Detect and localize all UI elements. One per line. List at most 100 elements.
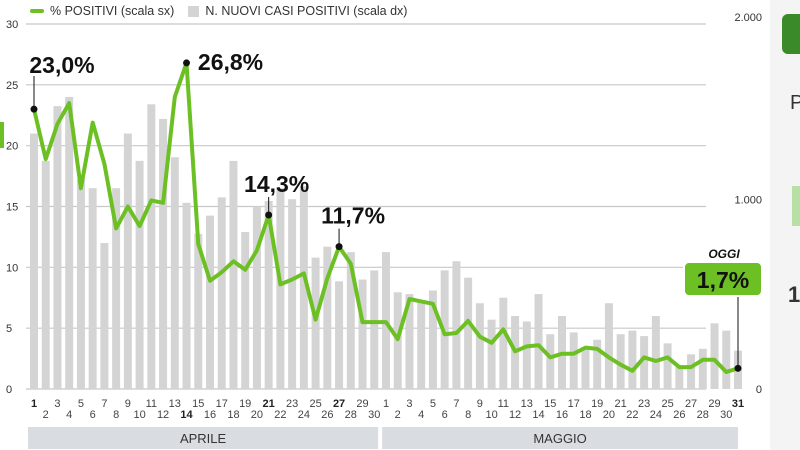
right-tick-label: 2.000	[734, 12, 762, 24]
bar	[299, 186, 308, 389]
bar	[41, 160, 50, 389]
bar	[276, 188, 285, 389]
bar	[663, 343, 672, 389]
legend-swatch-bar	[188, 5, 200, 17]
bar	[229, 160, 238, 389]
x-tick-label: 14	[180, 409, 193, 421]
bar	[569, 332, 578, 389]
bar	[534, 294, 543, 389]
x-tick-label: 8	[113, 409, 119, 421]
x-tick-label: 9	[125, 398, 131, 410]
annotation-label: 1,7%	[697, 267, 749, 293]
x-tick-label: 28	[697, 409, 709, 421]
x-tick-label: 6	[442, 409, 448, 421]
bar	[123, 133, 132, 389]
panel-accent-bar	[792, 186, 800, 226]
x-tick-label: 13	[521, 398, 533, 410]
x-tick-label: 22	[626, 409, 638, 421]
bar	[651, 316, 660, 389]
bar	[546, 334, 555, 389]
x-tick-label: 20	[603, 409, 615, 421]
left-tick-label: 20	[6, 141, 18, 153]
bar	[640, 336, 649, 389]
x-tick-label: 10	[133, 409, 145, 421]
bar	[65, 97, 74, 389]
left-edge-tab	[0, 122, 4, 148]
bar	[710, 323, 719, 389]
bar	[135, 160, 144, 389]
x-axis-ticks: 1234567891011121314151617181920212223242…	[31, 398, 744, 421]
x-tick-label: 11	[498, 398, 509, 410]
left-tick-label: 30	[6, 19, 18, 31]
bar	[112, 188, 121, 389]
annotation-label: 23,0%	[29, 52, 94, 78]
x-tick-label: 17	[568, 398, 580, 410]
bar-series	[30, 97, 742, 390]
left-tick-label: 25	[6, 80, 18, 92]
x-tick-label: 4	[418, 409, 424, 421]
bar	[370, 270, 379, 389]
bar	[194, 233, 203, 389]
x-tick-label: 16	[204, 409, 216, 421]
bar	[475, 303, 484, 389]
x-tick-label: 11	[146, 398, 157, 410]
left-tick-label: 15	[6, 202, 18, 214]
x-tick-label: 26	[321, 409, 333, 421]
legend-label-line: % POSITIVI (scala sx)	[50, 4, 175, 18]
bar	[30, 133, 38, 389]
x-tick-label: 14	[532, 409, 544, 421]
x-tick-label: 25	[309, 398, 321, 410]
bar	[206, 215, 214, 389]
bar	[88, 188, 97, 389]
callout-box	[683, 261, 763, 297]
bar	[76, 179, 85, 389]
left-tick-label: 0	[6, 384, 12, 396]
x-tick-label: 5	[78, 398, 84, 410]
left-tick-label: 5	[6, 323, 12, 335]
legend-swatch-line	[30, 9, 44, 13]
bar	[252, 206, 261, 389]
x-tick-label: 3	[406, 398, 412, 410]
x-tick-label: 30	[368, 409, 380, 421]
x-tick-label: 30	[720, 409, 732, 421]
bar	[217, 197, 226, 389]
x-tick-label: 28	[345, 409, 357, 421]
bar	[358, 279, 367, 389]
bar	[698, 348, 707, 389]
x-tick-label: 18	[227, 409, 239, 421]
x-tick-label: 18	[579, 409, 591, 421]
bar	[687, 354, 696, 389]
x-tick-label: 24	[650, 409, 662, 421]
x-tick-label: 22	[274, 409, 286, 421]
x-tick-label: 3	[54, 398, 60, 410]
annotation-dot	[734, 364, 742, 372]
annotation-label: 14,3%	[244, 171, 309, 197]
x-tick-label: 21	[263, 398, 275, 410]
bar	[487, 319, 496, 389]
legend-label-bar: N. NUOVI CASI POSITIVI (scala dx)	[205, 4, 408, 18]
month-band	[382, 427, 738, 449]
month-label: MAGGIO	[533, 431, 586, 446]
month-band	[28, 427, 379, 449]
x-tick-label: 29	[356, 398, 368, 410]
bar	[499, 297, 508, 389]
bar	[159, 118, 168, 390]
x-tick-label: 19	[591, 398, 603, 410]
bar	[628, 330, 637, 389]
bar	[170, 157, 179, 389]
right-side-panel: P 1	[770, 0, 800, 450]
month-label: APRILE	[180, 431, 227, 446]
bar	[311, 257, 320, 389]
bar	[675, 367, 684, 389]
x-tick-label: 29	[708, 398, 720, 410]
left-axis-ticks: 0 5 10 15 20 25 30	[6, 19, 18, 396]
month-bands: APRILE MAGGIO	[28, 427, 738, 449]
x-tick-label: 12	[157, 409, 169, 421]
bar	[616, 334, 625, 389]
x-tick-label: 13	[169, 398, 181, 410]
x-tick-label: 5	[430, 398, 436, 410]
x-tick-label: 1	[383, 398, 389, 410]
bar	[452, 261, 461, 389]
bar	[346, 252, 355, 389]
